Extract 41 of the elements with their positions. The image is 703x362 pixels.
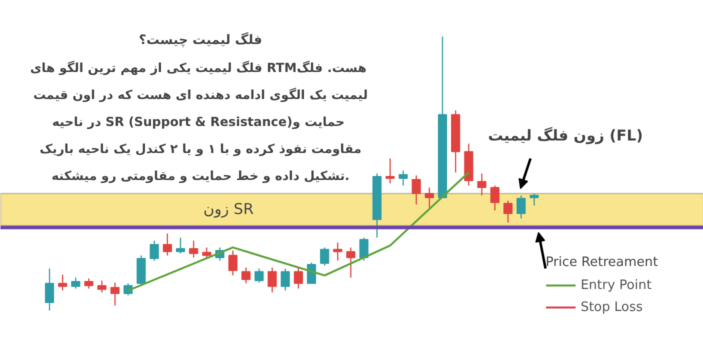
candlestick xyxy=(189,240,198,258)
candlestick xyxy=(398,170,408,186)
candlestick xyxy=(490,184,500,212)
ref-line-label: زون SR xyxy=(203,200,254,218)
annotation: در ناحیه SR (Support & Resistance)حمایت و xyxy=(52,114,345,130)
candlestick xyxy=(44,268,54,312)
candlestick xyxy=(346,246,356,278)
candlestick xyxy=(71,277,80,290)
candlestick xyxy=(333,242,342,262)
candlestick xyxy=(97,280,106,294)
candlestick xyxy=(228,250,238,276)
candlestick xyxy=(412,174,421,206)
chart-title: فلگ لیمیت چیست؟ xyxy=(138,32,262,48)
candlestick xyxy=(268,266,277,294)
legend-label: Entry Point xyxy=(580,278,652,292)
candlestick xyxy=(84,278,94,290)
candlestick xyxy=(359,237,368,262)
candlestick xyxy=(150,240,159,262)
candlestick xyxy=(176,237,186,254)
candlestick xyxy=(386,158,395,184)
candlestick xyxy=(254,268,264,284)
candlestick xyxy=(280,268,290,292)
candlestick xyxy=(294,266,303,290)
band-label: زون فلگ لیمیت (FL) xyxy=(488,126,644,144)
candlestick xyxy=(320,246,330,266)
candlestick xyxy=(162,232,172,256)
candlestick xyxy=(477,172,486,196)
annotation: مقاومت نفوذ کرده و با ۱ و یا ۲ کندل یک ناحیه باریک xyxy=(40,141,362,157)
candlestick xyxy=(424,186,434,208)
candlestick xyxy=(58,274,68,292)
annotation: لیمیت یک الگوی ادامه دهنده ای هست که در اون قیمت xyxy=(33,87,368,103)
annotation: فلگ لیمیت یکی از مهم ترین الگو های RTMهست. فلگ xyxy=(30,60,367,76)
candlestick xyxy=(241,266,251,284)
candlestick xyxy=(516,194,526,220)
legend-label: Stop Loss xyxy=(580,300,643,314)
candlestick xyxy=(202,246,212,260)
candlestick xyxy=(530,192,539,206)
legend-title: Price Retreament xyxy=(546,255,658,270)
candlestick xyxy=(110,282,120,306)
annotation: تشکیل داده و خط حمایت و مقاومتی رو میشکنه. xyxy=(51,168,350,184)
candlestick xyxy=(503,200,513,224)
